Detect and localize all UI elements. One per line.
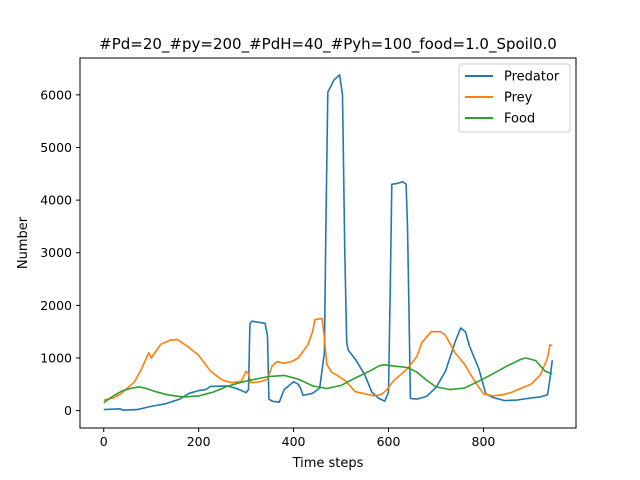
y-tick-label: 1000 [40, 351, 72, 366]
legend-box [458, 63, 571, 133]
plot-series [103, 74, 554, 411]
x-tick-label: 400 [282, 434, 306, 449]
x-tick-label: 200 [187, 434, 211, 449]
x-axis: 0 200 400 600 800 [100, 428, 496, 449]
legend-label-predator: Predator [504, 70, 560, 85]
y-tick-label: 3000 [40, 245, 72, 260]
legend-label-food: Food [504, 112, 535, 127]
legend: Predator Prey Food [458, 63, 571, 133]
y-axis: 0 1000 2000 3000 4000 5000 6000 [40, 87, 80, 418]
legend-label-prey: Prey [504, 91, 533, 106]
y-axis-title: Number [16, 216, 31, 269]
x-tick-label: 800 [472, 434, 496, 449]
y-tick-label: 0 [64, 403, 72, 418]
chart-title: #Pd=20_#py=200_#PdH=40_#Pyh=100_food=1.0… [99, 35, 557, 54]
y-tick-label: 5000 [40, 140, 72, 155]
x-tick-label: 0 [100, 434, 108, 449]
series-line-predator [103, 74, 554, 411]
series-line-prey [103, 317, 553, 401]
plot-frame [79, 57, 577, 429]
x-tick-label: 600 [377, 434, 401, 449]
x-axis-title: Time steps [292, 456, 364, 471]
series-line-food [103, 357, 553, 404]
y-tick-label: 6000 [40, 87, 72, 102]
y-tick-label: 4000 [40, 193, 72, 208]
y-tick-label: 2000 [40, 298, 72, 313]
